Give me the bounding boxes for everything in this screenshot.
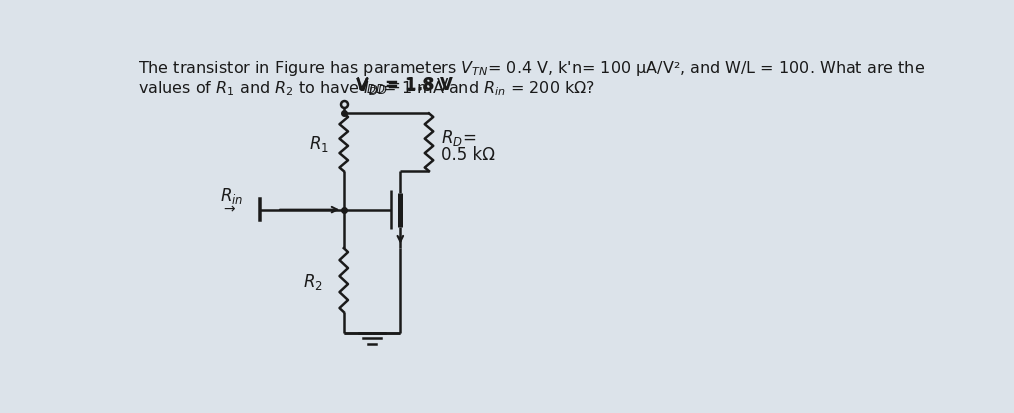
Text: $R_{in}$: $R_{in}$ [220,185,243,206]
Text: $R_2$: $R_2$ [303,272,323,292]
Text: $R_D$=: $R_D$= [441,128,476,148]
Text: $R_1$: $R_1$ [309,133,329,153]
Text: 0.5 kΩ: 0.5 kΩ [441,146,495,164]
Text: The transistor in Figure has parameters $V_{TN}$= 0.4 V, k'n= 100 μA/V², and W/L: The transistor in Figure has parameters … [138,59,926,78]
Text: values of $R_1$ and $R_2$ to have $I_D$ = 1 mA and $R_{in}$ = 200 kΩ?: values of $R_1$ and $R_2$ to have $I_D$ … [138,79,595,97]
Text: →: → [223,202,234,216]
Text: $\mathbf{V}_{DD}$= 1.8 V: $\mathbf{V}_{DD}$= 1.8 V [355,76,450,96]
Text: $V_{DD}$= 1.8 V: $V_{DD}$= 1.8 V [355,75,454,95]
